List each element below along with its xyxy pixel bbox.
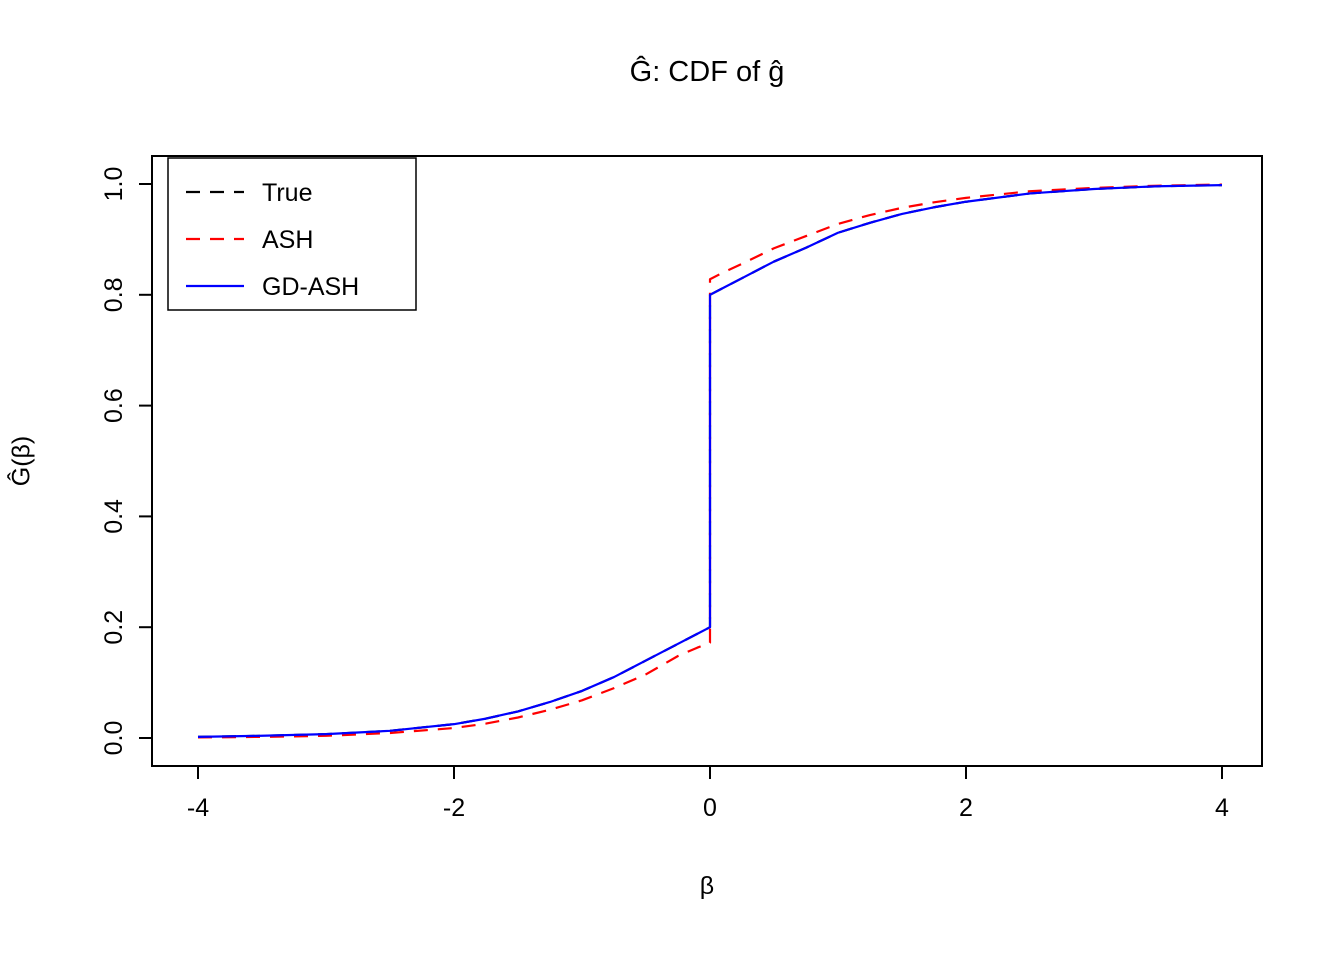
legend-label-ash: ASH bbox=[262, 226, 313, 254]
y-tick-label: 1.0 bbox=[100, 167, 128, 202]
x-tick-label: -2 bbox=[443, 794, 465, 822]
x-tick-label: 2 bbox=[959, 794, 973, 822]
legend-label-gd-ash: GD-ASH bbox=[262, 273, 359, 301]
x-tick-label: -4 bbox=[187, 794, 209, 822]
y-axis-title: Ĝ(β) bbox=[7, 435, 36, 487]
legend-label-true: True bbox=[262, 179, 312, 207]
series-line-gd-ash bbox=[197, 184, 1223, 738]
y-tick-label: 0.4 bbox=[100, 499, 128, 534]
plot-box bbox=[151, 155, 1263, 767]
chart-title: Ĝ: CDF of ĝ bbox=[629, 56, 785, 88]
legend-box bbox=[167, 157, 417, 311]
y-tick-label: 0.0 bbox=[100, 721, 128, 756]
y-tick-label: 0.8 bbox=[100, 277, 128, 312]
x-tick-label: 4 bbox=[1215, 794, 1229, 822]
y-tick-label: 0.6 bbox=[100, 388, 128, 423]
x-axis-title: β bbox=[699, 872, 715, 900]
y-tick-label: 0.2 bbox=[100, 610, 128, 645]
x-tick-label: 0 bbox=[703, 794, 717, 822]
